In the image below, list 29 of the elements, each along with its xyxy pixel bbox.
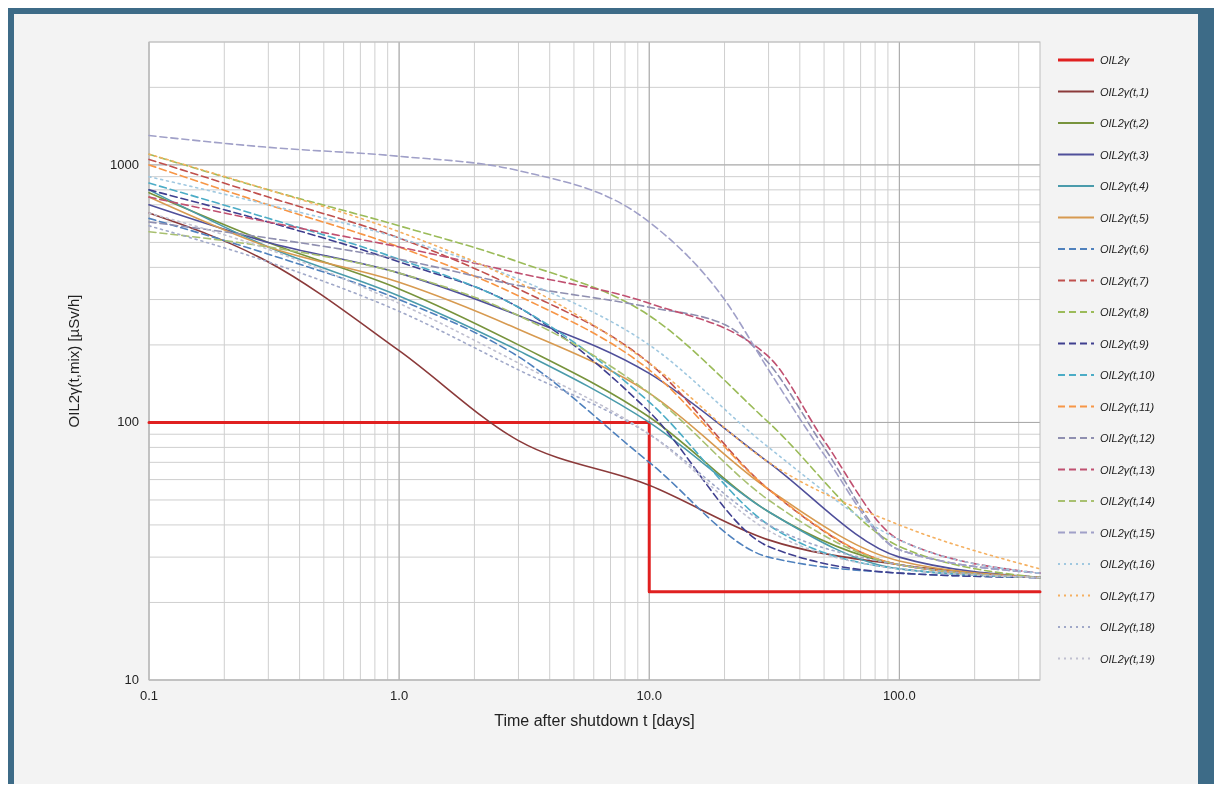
x-tick-label: 10.0 bbox=[636, 688, 662, 703]
legend-label: OIL2γ(t,13) bbox=[1100, 463, 1156, 476]
legend-label: OIL2γ(t,16) bbox=[1100, 558, 1156, 570]
legend-label: OIL2γ(t,6) bbox=[1100, 243, 1150, 255]
legend-label: OIL2γ(t,12) bbox=[1100, 432, 1156, 444]
legend-label: OIL2γ(t,10) bbox=[1100, 369, 1156, 381]
legend-label: OIL2γ(t,7) bbox=[1100, 274, 1150, 287]
legend-label: OIL2γ(t,19) bbox=[1100, 652, 1156, 665]
y-tick-label: 1000 bbox=[110, 156, 139, 172]
legend-label: OIL2γ(t,11) bbox=[1100, 400, 1155, 413]
x-axis-title: Time after shutdown t [days] bbox=[494, 712, 695, 729]
legend-label: OIL2γ(t,2) bbox=[1100, 117, 1150, 129]
y-tick-label: 100 bbox=[117, 414, 139, 430]
legend-label: OIL2γ(t,5) bbox=[1100, 211, 1150, 224]
x-tick-label: 1.0 bbox=[390, 688, 409, 703]
y-axis-title: OIL2γ(t,mix) [µSv/h] bbox=[65, 294, 82, 428]
legend-label: OIL2γ(t,17) bbox=[1100, 589, 1156, 602]
x-tick-label: 100.0 bbox=[883, 688, 916, 703]
legend-label: OIL2γ(t,1) bbox=[1100, 85, 1150, 98]
legend-label: OIL2γ(t,8) bbox=[1100, 306, 1150, 318]
legend-label: OIL2γ bbox=[1100, 54, 1131, 66]
x-tick-label: 0.1 bbox=[139, 688, 159, 703]
legend-label: OIL2γ(t,3) bbox=[1100, 148, 1150, 161]
y-tick-label: 10 bbox=[124, 672, 139, 687]
legend-label: OIL2γ(t,15) bbox=[1100, 526, 1156, 539]
legend-label: OIL2γ(t,14) bbox=[1100, 495, 1156, 507]
legend-label: OIL2γ(t,9) bbox=[1100, 337, 1150, 350]
legend-label: OIL2γ(t,4) bbox=[1100, 180, 1150, 192]
legend-label: OIL2γ(t,18) bbox=[1100, 621, 1156, 633]
